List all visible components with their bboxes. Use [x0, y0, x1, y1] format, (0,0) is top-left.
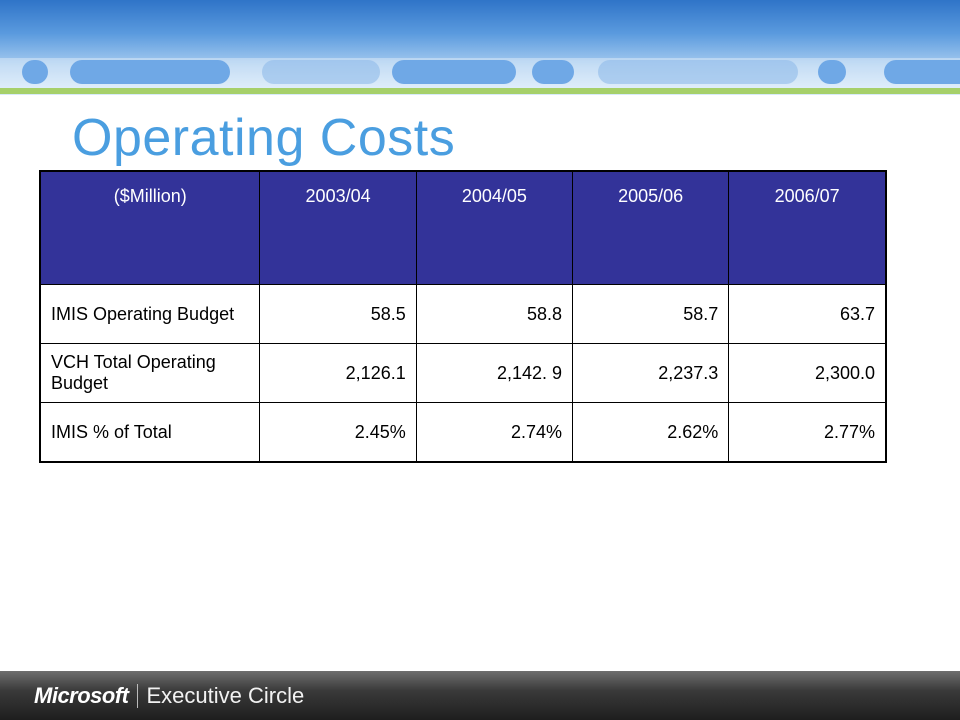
- banner-pill: [818, 60, 846, 84]
- table-row: IMIS % of Total 2.45% 2.74% 2.62% 2.77%: [39, 402, 887, 463]
- column-header: 2004/05: [415, 170, 574, 285]
- table-cell: 2,300.0: [728, 343, 887, 403]
- operating-costs-table: ($Million) 2003/04 2004/05 2005/06 2006/…: [39, 170, 887, 463]
- footer-bar: Microsoft Executive Circle: [0, 671, 960, 720]
- column-header: ($Million): [39, 170, 261, 285]
- table-row: IMIS Operating Budget 58.5 58.8 58.7 63.…: [39, 284, 887, 344]
- table-cell: 2,126.1: [259, 343, 417, 403]
- slide-title: Operating Costs: [72, 109, 456, 167]
- banner-pill: [392, 60, 516, 84]
- table-cell: 2.45%: [259, 402, 417, 463]
- banner-green-line: [0, 88, 960, 94]
- header-banner: [0, 0, 960, 95]
- banner-pill: [22, 60, 48, 84]
- row-label: IMIS % of Total: [39, 402, 261, 463]
- column-header: 2003/04: [259, 170, 417, 285]
- banner-pill: [532, 60, 574, 84]
- banner-pill: [70, 60, 230, 84]
- banner-pill: [598, 60, 798, 84]
- table-cell: 2,237.3: [572, 343, 730, 403]
- program-name: Executive Circle: [146, 683, 305, 708]
- table-cell: 2.77%: [728, 402, 887, 463]
- banner-pill: [884, 60, 960, 84]
- microsoft-wordmark: Microsoft: [34, 683, 129, 708]
- column-header: 2005/06: [572, 170, 730, 285]
- column-header: 2006/07: [728, 170, 887, 285]
- logo-divider: [136, 684, 138, 708]
- banner-decoration: [0, 58, 960, 94]
- row-label: VCH Total Operating Budget: [39, 343, 261, 403]
- microsoft-executive-circle-logo: Microsoft Executive Circle: [34, 681, 304, 711]
- row-label: IMIS Operating Budget: [39, 284, 261, 344]
- table-cell: 63.7: [728, 284, 887, 344]
- table-cell: 58.5: [259, 284, 417, 344]
- table-cell: 2.74%: [415, 402, 574, 463]
- table-cell: 58.8: [415, 284, 574, 344]
- banner-pill: [262, 60, 380, 84]
- table-cell: 58.7: [572, 284, 730, 344]
- table-cell: 2,142. 9: [415, 343, 574, 403]
- table-row: VCH Total Operating Budget 2,126.1 2,142…: [39, 343, 887, 403]
- table-header-row: ($Million) 2003/04 2004/05 2005/06 2006/…: [39, 170, 887, 285]
- table-cell: 2.62%: [572, 402, 730, 463]
